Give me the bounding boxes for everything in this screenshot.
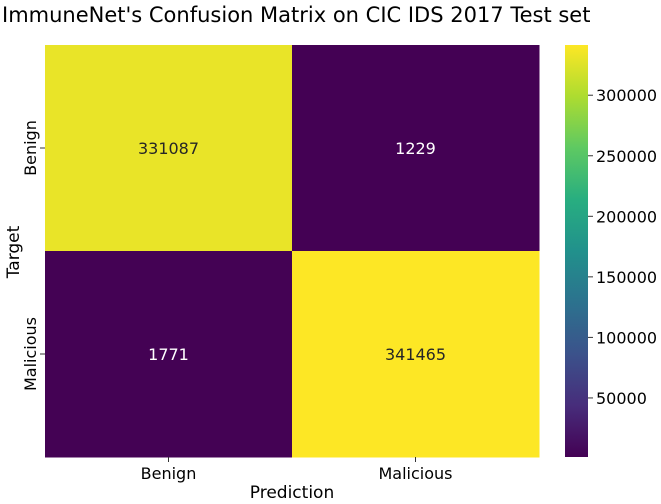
- heatmap-cells: [45, 45, 540, 458]
- cell-value-label: 1771: [148, 345, 189, 364]
- colorbar-tick-label: 250000: [596, 147, 657, 166]
- heatmap-cell: [45, 45, 293, 252]
- colorbar-tick-label: 300000: [596, 86, 657, 105]
- cell-value-label: 1229: [395, 139, 436, 158]
- chart-title: ImmuneNet's Confusion Matrix on CIC IDS …: [2, 3, 590, 27]
- colorbar-tick-label: 150000: [596, 268, 657, 287]
- heatmap-cell: [45, 251, 293, 458]
- colorbar-tick-label: 100000: [596, 328, 657, 347]
- x-axis-ticks: Benign Malicious: [141, 457, 453, 483]
- cell-value-label: 331087: [138, 139, 199, 158]
- heatmap-cell: [292, 45, 540, 252]
- heatmap-cell: [292, 251, 540, 458]
- x-tick-label: Malicious: [378, 464, 452, 483]
- x-axis-label: Prediction: [250, 483, 334, 503]
- colorbar-tick-label: 50000: [596, 389, 647, 408]
- colorbar-ticks: 50000 100000 150000 200000 250000 300000: [588, 86, 657, 408]
- cell-value-label: 341465: [385, 345, 446, 364]
- y-axis-ticks: Benign Malicious: [21, 120, 45, 391]
- colorbar: [565, 45, 588, 457]
- colorbar-tick-label: 200000: [596, 207, 657, 226]
- y-axis-label: Target: [4, 225, 24, 279]
- heatmap-cell-labels: 331087 1229 1771 341465: [138, 139, 446, 364]
- x-tick-label: Benign: [141, 464, 197, 483]
- y-tick-label: Malicious: [21, 317, 40, 391]
- y-tick-label: Benign: [21, 120, 40, 176]
